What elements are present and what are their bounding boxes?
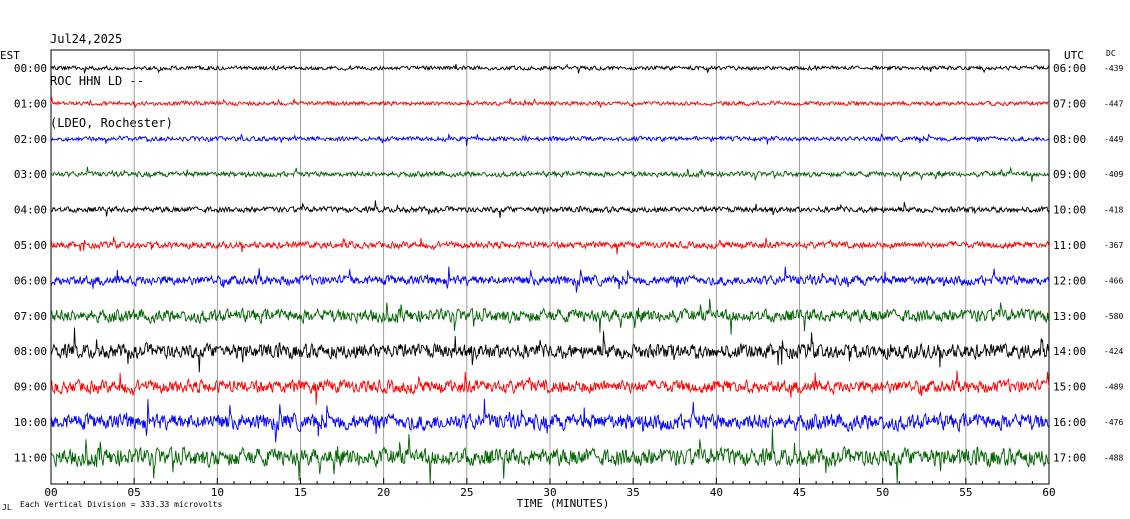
utc-hour-label: 09:00 [1053,168,1086,181]
trace-line [50,428,1050,484]
chart-date: Jul24,2025 [50,32,123,46]
trace-line [50,266,1050,293]
trace-line [50,166,1050,182]
utc-hour-label: 06:00 [1053,62,1086,75]
x-tick-label: 45 [793,486,806,499]
utc-hour-label: 12:00 [1053,274,1086,287]
x-tick-label: 30 [543,486,556,499]
time-gridlines [50,49,1050,485]
x-axis: 00 05 10 15 20 25 30 35 40 45 50 55 60 [44,478,1056,499]
x-tick-label: 15 [294,486,307,499]
x-tick-label: 05 [128,486,141,499]
trace-line [50,398,1050,443]
dc-offset-label: -466 [1104,276,1123,285]
dc-offset-label: -367 [1104,241,1123,250]
x-tick-label: 20 [377,486,390,499]
x-tick-label: 40 [710,486,723,499]
dc-header-label: DC [1106,49,1116,58]
scale-note: Each Vertical Division = 333.33 microvol… [20,500,222,509]
trace-line [50,96,1050,109]
dc-offset-label: -439 [1104,64,1123,73]
est-hour-label: 03:00 [14,168,47,181]
est-hour-label: 10:00 [14,416,47,429]
footer-mark: JL [2,503,12,512]
est-hour-label: 01:00 [14,97,47,110]
est-hour-label: 06:00 [14,274,47,287]
est-hour-label: 04:00 [14,204,47,217]
utc-hour-label: 17:00 [1053,451,1086,464]
row-labels: 00:00 06:00 -439 01:00 07:00 -447 02:00 08:00 -4… [14,62,1124,464]
utc-hour-label: 15:00 [1053,381,1086,394]
utc-hour-label: 13:00 [1053,310,1086,323]
network-name: (LDEO, Rochester) [50,116,173,130]
est-hour-label: 11:00 [14,451,47,464]
x-tick-label: 35 [627,486,640,499]
est-hour-label: 05:00 [14,239,47,252]
dc-offset-label: -476 [1104,418,1123,427]
dc-offset-label: -489 [1104,383,1123,392]
est-hour-label: 00:00 [14,62,47,75]
est-hour-label: 07:00 [14,310,47,323]
dc-offset-label: -488 [1104,453,1123,462]
est-hour-label: 09:00 [14,381,47,394]
x-axis-title: TIME (MINUTES) [517,497,610,510]
utc-hour-label: 11:00 [1053,239,1086,252]
trace-line [50,63,1050,75]
dc-offset-label: -409 [1104,170,1123,179]
x-tick-label: 00 [44,486,57,499]
trace-line [50,236,1050,255]
trace-line [50,327,1050,373]
x-tick-label: 25 [460,486,473,499]
utc-hour-label: 14:00 [1053,345,1086,358]
trace-line [50,370,1050,405]
dc-offset-label: -424 [1104,347,1123,356]
dc-offset-label: -418 [1104,206,1123,215]
est-hour-label: 02:00 [14,133,47,146]
right-timezone-label: UTC [1064,49,1084,62]
trace-line [50,298,1050,335]
dc-offset-label: -447 [1104,99,1123,108]
trace-line [50,133,1050,147]
dc-offset-label: -449 [1104,135,1123,144]
x-tick-label: 10 [211,486,224,499]
x-tick-label: 60 [1042,486,1055,499]
utc-hour-label: 08:00 [1053,133,1086,146]
utc-hour-label: 16:00 [1053,416,1086,429]
utc-hour-label: 07:00 [1053,97,1086,110]
left-timezone-label: EST [0,49,20,62]
seismic-traces [50,63,1050,484]
station-code: ROC HHN LD -- [50,74,144,88]
trace-line [50,200,1050,218]
utc-hour-label: 10:00 [1053,204,1086,217]
x-tick-label: 50 [876,486,889,499]
dc-offset-label: -580 [1104,312,1123,321]
est-hour-label: 08:00 [14,345,47,358]
x-tick-label: 55 [959,486,972,499]
header: Jul24,2025 ROC HHN LD -- (LDEO, Rocheste… [50,4,173,144]
